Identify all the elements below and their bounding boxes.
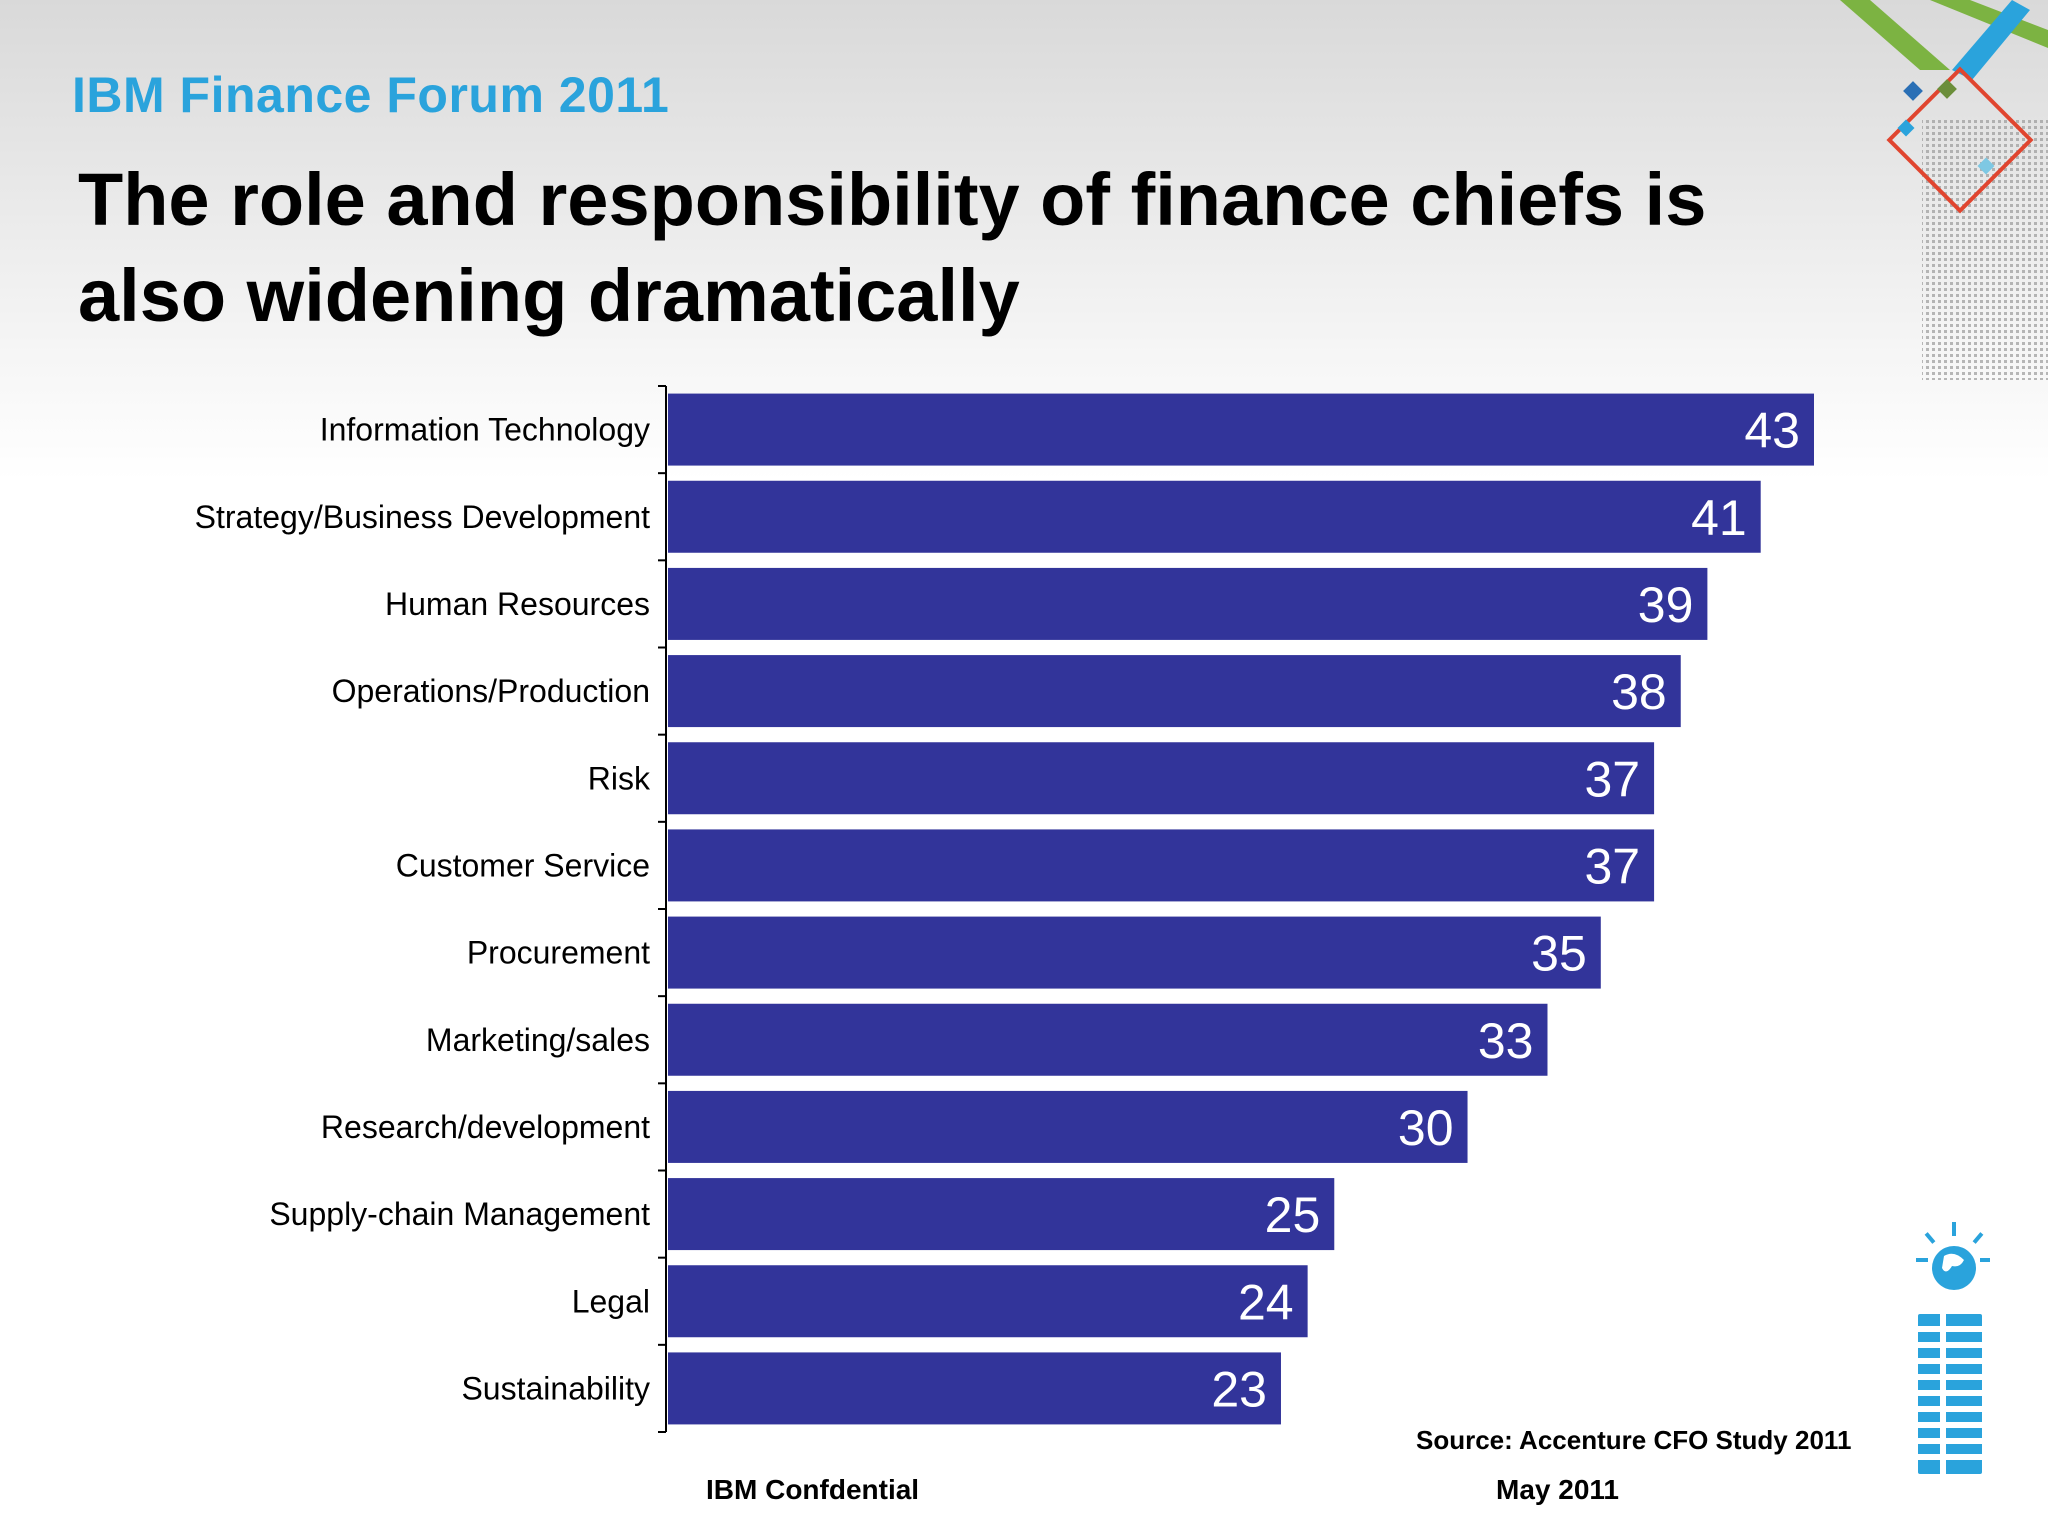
source-note: Source: Accenture CFO Study 2011 — [1416, 1425, 1852, 1455]
bar — [668, 1265, 1308, 1338]
decorative-diamonds-icon — [1840, 0, 2048, 380]
value-label: 25 — [1265, 1187, 1321, 1243]
category-label: Legal — [572, 1283, 650, 1319]
category-label: Strategy/Business Development — [195, 499, 650, 535]
bar — [668, 1352, 1281, 1425]
bar — [668, 480, 1761, 553]
category-label: Customer Service — [396, 847, 650, 883]
event-title: IBM Finance Forum 2011 — [72, 67, 670, 123]
bar — [668, 742, 1655, 815]
value-label: 33 — [1478, 1013, 1534, 1069]
value-label: 41 — [1691, 490, 1747, 546]
value-label: 38 — [1611, 664, 1667, 720]
value-label: 35 — [1531, 926, 1587, 982]
bar — [668, 1178, 1335, 1251]
bar — [668, 393, 1814, 466]
category-label: Human Resources — [385, 586, 650, 622]
bar — [668, 567, 1708, 640]
category-label: Risk — [588, 760, 651, 796]
bar — [668, 829, 1655, 902]
value-label: 23 — [1211, 1361, 1267, 1417]
category-label: Sustainability — [461, 1370, 650, 1406]
category-label: Supply-chain Management — [269, 1196, 650, 1232]
bar — [668, 1003, 1548, 1076]
bar — [668, 655, 1681, 728]
footer-date: May 2011 — [1496, 1474, 1619, 1505]
value-label: 39 — [1638, 577, 1694, 633]
ibm-logo-icon — [1916, 1222, 1990, 1474]
value-label: 37 — [1584, 838, 1640, 894]
category-label: Research/development — [321, 1109, 650, 1145]
bar — [668, 1090, 1468, 1163]
bar — [668, 916, 1601, 989]
value-label: 43 — [1744, 403, 1800, 459]
category-label: Procurement — [467, 935, 650, 971]
value-label: 24 — [1238, 1274, 1294, 1330]
category-label: Marketing/sales — [426, 1022, 650, 1058]
category-label: Information Technology — [320, 412, 650, 448]
category-label: Operations/Production — [332, 673, 650, 709]
footer-confidential: IBM Confdential — [706, 1474, 920, 1505]
value-label: 30 — [1398, 1100, 1454, 1156]
slide-title: The role and responsibility of finance c… — [78, 158, 1707, 337]
value-label: 37 — [1584, 751, 1640, 807]
